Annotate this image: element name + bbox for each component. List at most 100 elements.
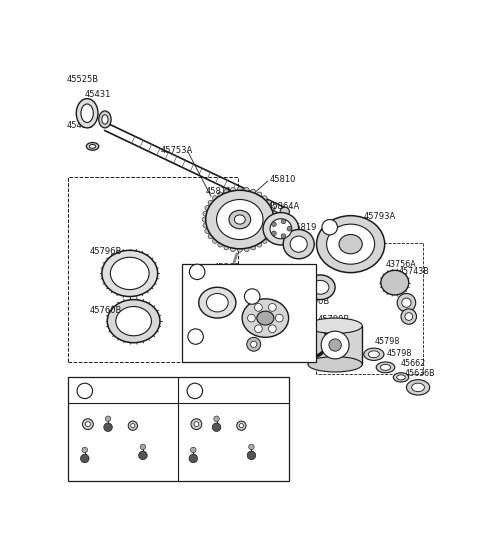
Circle shape (272, 231, 276, 235)
Text: 45868: 45868 (214, 263, 240, 272)
Circle shape (276, 314, 283, 322)
Circle shape (251, 341, 257, 347)
Ellipse shape (206, 293, 228, 312)
Ellipse shape (268, 205, 275, 211)
Ellipse shape (308, 318, 362, 334)
Ellipse shape (244, 245, 249, 252)
Ellipse shape (270, 219, 292, 239)
Circle shape (188, 329, 204, 345)
Ellipse shape (242, 299, 288, 337)
Ellipse shape (203, 223, 210, 228)
Circle shape (280, 207, 289, 216)
Ellipse shape (270, 211, 276, 217)
Circle shape (128, 421, 137, 430)
Ellipse shape (230, 187, 236, 194)
Circle shape (237, 421, 246, 430)
Text: 45777: 45777 (187, 466, 211, 472)
Text: 45743B: 45743B (399, 266, 430, 276)
Text: 45904: 45904 (192, 411, 215, 417)
Ellipse shape (89, 145, 96, 149)
Ellipse shape (339, 235, 362, 254)
Text: b: b (193, 332, 198, 341)
Ellipse shape (412, 383, 424, 391)
Circle shape (397, 293, 416, 312)
Ellipse shape (206, 190, 274, 249)
Text: 45769: 45769 (276, 298, 301, 307)
Ellipse shape (364, 348, 384, 360)
Text: 45767B: 45767B (214, 411, 242, 417)
Text: b: b (250, 292, 254, 301)
Ellipse shape (261, 237, 267, 244)
Ellipse shape (270, 217, 277, 222)
Text: 45772A: 45772A (237, 334, 266, 343)
Ellipse shape (261, 195, 267, 202)
Ellipse shape (202, 217, 209, 222)
Text: 45636B: 45636B (405, 369, 435, 378)
Ellipse shape (224, 189, 229, 196)
Circle shape (191, 447, 196, 453)
Circle shape (281, 234, 286, 239)
Ellipse shape (265, 233, 271, 239)
Ellipse shape (306, 275, 335, 300)
Text: 45798: 45798 (375, 337, 400, 346)
Ellipse shape (393, 373, 409, 382)
Ellipse shape (368, 351, 379, 358)
Circle shape (401, 309, 417, 324)
Ellipse shape (257, 311, 274, 325)
Ellipse shape (218, 241, 224, 247)
Text: 43756A: 43756A (385, 260, 416, 269)
Text: 45790B: 45790B (318, 315, 350, 324)
Text: 45761C: 45761C (246, 350, 276, 359)
Text: 43756A: 43756A (347, 232, 379, 241)
Ellipse shape (268, 228, 275, 234)
Ellipse shape (203, 211, 210, 217)
Circle shape (402, 298, 411, 307)
Circle shape (140, 444, 146, 450)
Circle shape (77, 383, 93, 399)
Ellipse shape (218, 192, 224, 198)
Ellipse shape (376, 362, 395, 373)
Text: 45732D: 45732D (188, 279, 219, 288)
Ellipse shape (208, 233, 215, 239)
Ellipse shape (326, 224, 375, 264)
Circle shape (105, 416, 111, 422)
Ellipse shape (380, 364, 391, 370)
Ellipse shape (213, 237, 219, 244)
Ellipse shape (107, 300, 160, 343)
Circle shape (405, 313, 413, 321)
Circle shape (239, 424, 243, 428)
Circle shape (131, 424, 135, 428)
Ellipse shape (256, 241, 262, 247)
Circle shape (190, 264, 205, 280)
Ellipse shape (263, 212, 299, 245)
Ellipse shape (205, 228, 212, 234)
Circle shape (268, 304, 276, 311)
Text: 45796B: 45796B (89, 247, 122, 257)
Text: 45777: 45777 (79, 466, 102, 472)
Text: 45777: 45777 (137, 463, 160, 469)
Ellipse shape (250, 243, 256, 250)
Ellipse shape (116, 306, 152, 336)
Ellipse shape (234, 215, 245, 224)
Circle shape (244, 289, 260, 304)
Text: 45864A: 45864A (268, 202, 300, 211)
Text: 45811: 45811 (206, 187, 232, 195)
Ellipse shape (407, 379, 430, 395)
Text: 45810: 45810 (269, 175, 296, 184)
Bar (68, 177, 238, 362)
Circle shape (322, 219, 337, 235)
Ellipse shape (283, 229, 314, 259)
Ellipse shape (216, 199, 263, 240)
Circle shape (214, 416, 219, 422)
Circle shape (81, 454, 89, 462)
Ellipse shape (205, 205, 212, 211)
Text: 45662: 45662 (401, 359, 426, 368)
Ellipse shape (224, 243, 229, 250)
Bar (182, 264, 316, 362)
Text: 45904: 45904 (123, 413, 147, 419)
Ellipse shape (290, 236, 307, 252)
Text: 45753A: 45753A (161, 146, 193, 155)
Ellipse shape (270, 223, 276, 228)
Text: 45431: 45431 (85, 90, 111, 99)
Text: 45760B: 45760B (89, 306, 122, 315)
